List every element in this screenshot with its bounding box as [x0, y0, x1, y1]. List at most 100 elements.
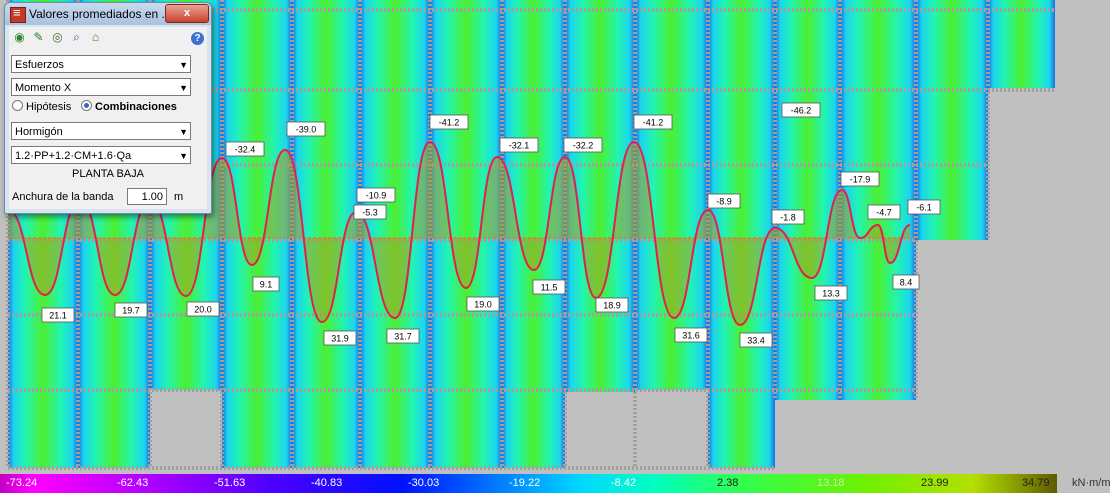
quantity-select[interactable]: Momento X ▼: [11, 78, 191, 96]
chevron-down-icon: ▼: [179, 151, 188, 161]
svg-text:11.5: 11.5: [541, 283, 558, 293]
legend-unit: kN·m/m: [1072, 477, 1110, 489]
svg-text:-8.9: -8.9: [716, 197, 732, 207]
band-width-input[interactable]: 1.00: [127, 188, 167, 205]
color-legend: -73.24 -62.43 -51.63 -40.83 -30.03 -19.2…: [0, 474, 1110, 493]
radio-hypothesis[interactable]: Hipótesis: [12, 100, 71, 113]
svg-text:9.1: 9.1: [260, 280, 273, 290]
negative-moment-label: -41.2: [633, 114, 673, 130]
floor-label: PLANTA BAJA: [72, 168, 144, 180]
help-icon[interactable]: ?: [191, 32, 204, 45]
positive-moment-label: 9.1: [252, 276, 280, 292]
void-area: [1055, 0, 1110, 88]
quantity-select-value: Momento X: [15, 82, 72, 94]
svg-text:-46.2: -46.2: [791, 106, 812, 116]
void-area: [565, 392, 635, 470]
svg-text:-10.9: -10.9: [366, 191, 387, 201]
svg-text:21.1: 21.1: [49, 311, 67, 321]
positive-moment-label: 31.7: [386, 328, 420, 344]
legend-gradient: [0, 474, 1057, 493]
legend-value: 34.79: [1022, 477, 1050, 489]
negative-moment-label: -6.1: [907, 199, 941, 215]
close-button[interactable]: x: [165, 4, 209, 23]
slab-panel: [988, 0, 1055, 88]
negative-moment-label: -32.1: [499, 137, 539, 153]
svg-text:31.6: 31.6: [682, 331, 700, 341]
svg-text:-6.1: -6.1: [916, 203, 932, 213]
house-icon[interactable]: ⌂: [91, 30, 100, 44]
legend-value: 23.99: [921, 477, 949, 489]
legend-value: -51.63: [214, 477, 246, 489]
void-area: [916, 240, 1110, 400]
zoom-icon[interactable]: ⌕: [73, 30, 80, 44]
dialog-body: ◉ ✎ ◎ ⌕ ⌂ ? Esfuerzos ▼ Momento X ▼ Hipóte…: [9, 27, 207, 209]
negative-moment-label: -46.2: [781, 102, 821, 118]
svg-text:-17.9: -17.9: [850, 175, 871, 185]
averaged-values-dialog[interactable]: Valores promediados en ... x ◉ ✎ ◎ ⌕ ⌂ ?…: [4, 2, 212, 214]
radio-dot-selected: [81, 100, 92, 111]
search-icon[interactable]: ◎: [52, 30, 63, 44]
legend-value: -62.43: [117, 477, 149, 489]
negative-moment-label: -39.0: [286, 121, 326, 137]
positive-moment-label: 8.4: [892, 274, 920, 290]
svg-text:31.7: 31.7: [394, 332, 412, 342]
radio-dot: [12, 100, 23, 111]
negative-moment-label: -17.9: [840, 171, 880, 187]
negative-moment-label: -32.4: [225, 141, 265, 157]
negative-moment-label: -10.9: [356, 187, 396, 203]
legend-value: 2.38: [717, 477, 739, 489]
radio-hypothesis-label: Hipótesis: [26, 101, 72, 113]
chevron-down-icon: ▼: [179, 60, 188, 70]
svg-text:-32.2: -32.2: [573, 141, 594, 151]
dialog-title: Valores promediados en ...: [29, 7, 172, 21]
legend-value: 13.18: [817, 477, 845, 489]
record-icon[interactable]: ◉: [14, 30, 25, 44]
legend-value: -73.24: [6, 477, 38, 489]
svg-text:-5.3: -5.3: [362, 208, 378, 218]
category-select-value: Esfuerzos: [15, 59, 64, 71]
positive-moment-label: 20.0: [186, 301, 220, 317]
positive-moment-label: 19.0: [466, 296, 500, 312]
positive-moment-label: 18.9: [595, 297, 629, 313]
legend-value: -8.42: [611, 477, 637, 489]
positive-moment-label: 19.7: [114, 302, 148, 318]
slab-panel: [775, 0, 840, 400]
moment-curve: [7, 140, 911, 327]
material-select[interactable]: Hormigón ▼: [11, 122, 191, 140]
negative-moment-label: -32.2: [563, 137, 603, 153]
combination-select[interactable]: 1.2·PP+1.2·CM+1.6·Qa ▼: [11, 146, 191, 164]
positive-moment-label: 33.4: [739, 332, 773, 348]
negative-moment-label: -4.7: [867, 204, 901, 220]
app-icon: [10, 5, 26, 23]
svg-text:-41.2: -41.2: [643, 118, 664, 128]
dialog-titlebar[interactable]: Valores promediados en ... x: [5, 3, 211, 25]
negative-moment-label: -41.2: [429, 114, 469, 130]
svg-text:-4.7: -4.7: [876, 208, 892, 218]
void-area: [150, 392, 220, 470]
legend-value: -40.83: [311, 477, 343, 489]
svg-text:19.7: 19.7: [122, 306, 140, 316]
negative-moment-label: -1.8: [771, 209, 805, 225]
chevron-down-icon: ▼: [179, 127, 188, 137]
chart-icon[interactable]: ✎: [33, 30, 44, 44]
svg-text:13.3: 13.3: [822, 289, 840, 299]
svg-text:18.9: 18.9: [603, 301, 621, 311]
svg-text:-1.8: -1.8: [780, 213, 796, 223]
category-select[interactable]: Esfuerzos ▼: [11, 55, 191, 73]
svg-text:8.4: 8.4: [900, 278, 913, 288]
material-select-value: Hormigón: [15, 126, 63, 138]
positive-moment-label: 13.3: [814, 285, 848, 301]
positive-moment-label: 11.5: [532, 279, 566, 295]
positive-moment-label: 21.1: [41, 307, 75, 323]
svg-text:19.0: 19.0: [474, 300, 492, 310]
svg-text:-41.2: -41.2: [439, 118, 460, 128]
void-area: [988, 88, 1110, 240]
chevron-down-icon: ▼: [179, 83, 188, 93]
legend-value: -19.22: [509, 477, 541, 489]
negative-moment-label: -8.9: [707, 193, 741, 209]
band-width-unit: m: [174, 191, 184, 203]
negative-moment-label: -5.3: [353, 204, 387, 220]
svg-text:-32.4: -32.4: [235, 145, 256, 155]
svg-text:33.4: 33.4: [747, 336, 765, 346]
radio-combinations[interactable]: Combinaciones: [81, 100, 177, 113]
